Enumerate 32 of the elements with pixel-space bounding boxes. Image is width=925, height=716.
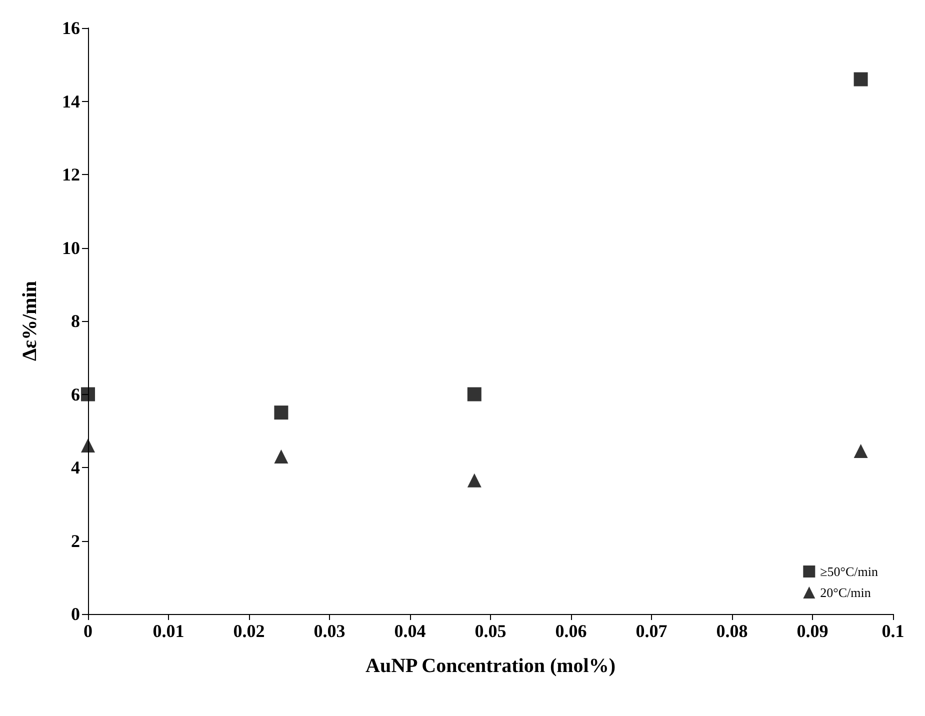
x-tick-label: 0.03 — [314, 621, 346, 641]
x-tick-label: 0.01 — [152, 621, 184, 641]
y-tick-label: 12 — [62, 164, 80, 184]
x-tick-label: 0.05 — [474, 621, 506, 641]
y-tick-label: 6 — [71, 384, 80, 404]
y-tick-label: 0 — [71, 604, 80, 624]
x-tick-label: 0.1 — [882, 621, 904, 641]
point — [274, 406, 288, 420]
x-axis-title: AuNP Concentration (mol%) — [366, 655, 616, 677]
point — [854, 444, 868, 458]
point — [467, 387, 482, 402]
y-axis-title: Δε%/min — [19, 281, 41, 361]
x-tick-label: 0.09 — [796, 621, 828, 641]
y-tick-label: 4 — [71, 458, 80, 478]
x-tick-label: 0.02 — [233, 621, 265, 641]
y-tick-label: 10 — [62, 238, 80, 258]
legend-label: 20°C/min — [820, 585, 872, 600]
point — [81, 387, 95, 402]
x-tick-label: 0.04 — [394, 621, 426, 641]
x-tick-label: 0 — [84, 621, 92, 641]
y-tick-label: 2 — [71, 530, 80, 551]
point — [854, 72, 868, 86]
y-tick-label: 14 — [62, 91, 80, 112]
x-tick-label: 0.08 — [716, 621, 748, 641]
point — [467, 473, 482, 488]
point — [274, 450, 288, 464]
y-tick-label: 16 — [62, 18, 80, 38]
x-tick-label: 0.07 — [636, 621, 668, 641]
legend-label: ≥50°C/min — [820, 564, 878, 579]
y-tick-label: 8 — [71, 311, 80, 331]
point — [81, 438, 95, 453]
x-tick-label: 0.06 — [555, 621, 587, 641]
